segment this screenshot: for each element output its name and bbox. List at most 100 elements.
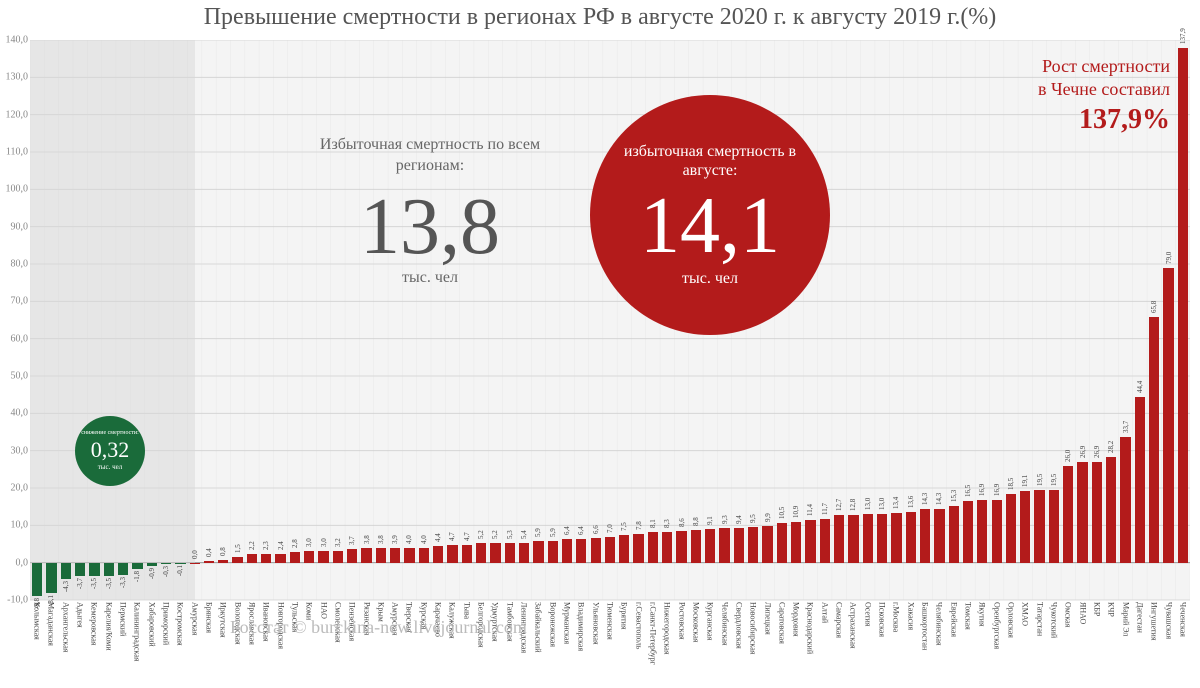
bar-rect: [447, 545, 457, 563]
bar-region-label: г.Москва: [892, 602, 901, 632]
y-axis-tick: 70,0: [2, 296, 28, 307]
bar-value-label: 9,1: [706, 516, 714, 525]
bar-rect: [218, 560, 228, 563]
bar-region-label: Пермский: [119, 602, 128, 636]
bar: Коми3,0: [304, 40, 314, 600]
bar: Удмуртская5,2: [490, 40, 500, 600]
bar: Пермский-3,3: [118, 40, 128, 600]
bar: Тамбовская5,3: [505, 40, 515, 600]
bar-region-label: Новосибирская: [749, 602, 758, 654]
bar-rect: [791, 522, 801, 563]
bar-value-label: 4,4: [434, 533, 442, 542]
bar-value-label: 3,2: [334, 538, 342, 547]
bar: Забайкальский5,9: [533, 40, 543, 600]
bar-region-label: Алтай: [820, 602, 829, 623]
bar-value-label: 2,3: [262, 541, 270, 550]
bar-rect: [247, 554, 257, 562]
bar-value-label: 28,2: [1107, 441, 1115, 453]
bar-rect: [805, 520, 815, 563]
bar-value-label: 44,4: [1136, 381, 1144, 393]
bar: Ивановская2,3: [261, 40, 271, 600]
bar-rect: [204, 561, 214, 562]
bar-region-label: Владимирская: [577, 602, 586, 651]
bar-rect: [562, 539, 572, 563]
bar-value-label: 6,6: [592, 525, 600, 534]
bar-value-label: 4,7: [448, 532, 456, 541]
bar-rect: [505, 543, 515, 563]
bar: Краснодарский11,4: [805, 40, 815, 600]
bar-region-label: ЯНАО: [1078, 602, 1087, 624]
bar: Мордовия10,9: [791, 40, 801, 600]
bar-value-label: 7,0: [606, 524, 614, 533]
bar-region-label: Ульяновская: [591, 602, 600, 645]
bar-value-label: 10,9: [792, 506, 800, 518]
bar-rect: [619, 535, 629, 563]
bar-rect: [1006, 494, 1016, 563]
bar-value-label: -8,8: [33, 598, 41, 609]
bar-value-label: -4,3: [62, 581, 70, 592]
bar: НАО3,0: [318, 40, 328, 600]
y-axis-tick: 140,0: [2, 35, 28, 46]
bar-rect: [949, 506, 959, 563]
green-circle-label-bottom: тыс. чел: [98, 463, 123, 471]
bar-rect: [977, 500, 987, 563]
bar-rect: [490, 543, 500, 562]
bar-value-label: 3,0: [320, 539, 328, 548]
bar-value-label: 7,5: [620, 522, 628, 531]
red-circle-label-top: избыточная смертность в августе:: [590, 142, 830, 180]
bar: Кемеровская-3,5: [89, 40, 99, 600]
bar-region-label: Самарская: [835, 602, 844, 638]
bar-region-label: Чукотский: [1049, 602, 1058, 638]
y-axis-tick: 30,0: [2, 445, 28, 456]
bar-rect: [662, 532, 672, 563]
bar-rect: [748, 527, 758, 562]
bar-rect: [190, 563, 200, 564]
bar: Тыва4,7: [462, 40, 472, 600]
bar-value-label: 8,3: [663, 519, 671, 528]
bar-value-label: 2,8: [291, 539, 299, 548]
bar-region-label: Хакасия: [906, 602, 915, 630]
bar-region-label: Амурская: [190, 602, 199, 635]
bar: Хакасия13,6: [906, 40, 916, 600]
y-axis-tick: 40,0: [2, 408, 28, 419]
bar-rect: [548, 541, 558, 563]
bar-rect: [1120, 437, 1130, 563]
bar-value-label: 5,2: [491, 531, 499, 540]
bar-value-label: 7,8: [635, 521, 643, 530]
bar-region-label: Ингушетия: [1150, 602, 1159, 641]
bar-value-label: 79,0: [1165, 251, 1173, 263]
bar-region-label: Челябинская: [935, 602, 944, 646]
bar-rect: [877, 514, 887, 563]
bar-rect: [676, 531, 686, 563]
bar-value-label: -3,3: [119, 577, 127, 588]
bar-rect: [1135, 397, 1145, 563]
bar-rect: [333, 551, 343, 563]
bar-region-label: Курганская: [706, 602, 715, 640]
bar-value-label: 3,0: [305, 539, 313, 548]
bar-value-label: 16,9: [978, 483, 986, 495]
bar: Бурятия7,5: [619, 40, 629, 600]
bar-value-label: 0,8: [219, 547, 227, 556]
bar-rect: [118, 563, 128, 575]
source-attribution: Росстат © burckina-new.livejournal.com: [230, 617, 527, 638]
bar-region-label: г.Севастополь: [634, 602, 643, 649]
bar-region-label: Ростовская: [677, 602, 686, 640]
bar: Ленинградская5,4: [519, 40, 529, 600]
bar-rect: [734, 528, 744, 563]
bar: Карелия/Коми-3,5: [104, 40, 114, 600]
chart-area: -10,00,010,020,030,040,050,060,070,080,0…: [30, 40, 1190, 640]
callout-line1: Рост смертности: [950, 55, 1170, 78]
bar-region-label: Оренбургская: [992, 602, 1001, 649]
bar-value-label: -8,1: [47, 595, 55, 606]
bar-region-label: Осетия: [863, 602, 872, 626]
bar-value-label: 15,3: [950, 489, 958, 501]
bar: Астраханская12,8: [848, 40, 858, 600]
bar-value-label: 5,4: [520, 530, 528, 539]
bar: Амурская3,9: [390, 40, 400, 600]
bar-rect: [462, 545, 472, 563]
y-axis-tick: 50,0: [2, 371, 28, 382]
bar-region-label: Чеченская: [1178, 602, 1187, 637]
y-axis-tick: 10,0: [2, 520, 28, 531]
bar-value-label: 16,9: [993, 483, 1001, 495]
bar: Смоленская3,2: [333, 40, 343, 600]
